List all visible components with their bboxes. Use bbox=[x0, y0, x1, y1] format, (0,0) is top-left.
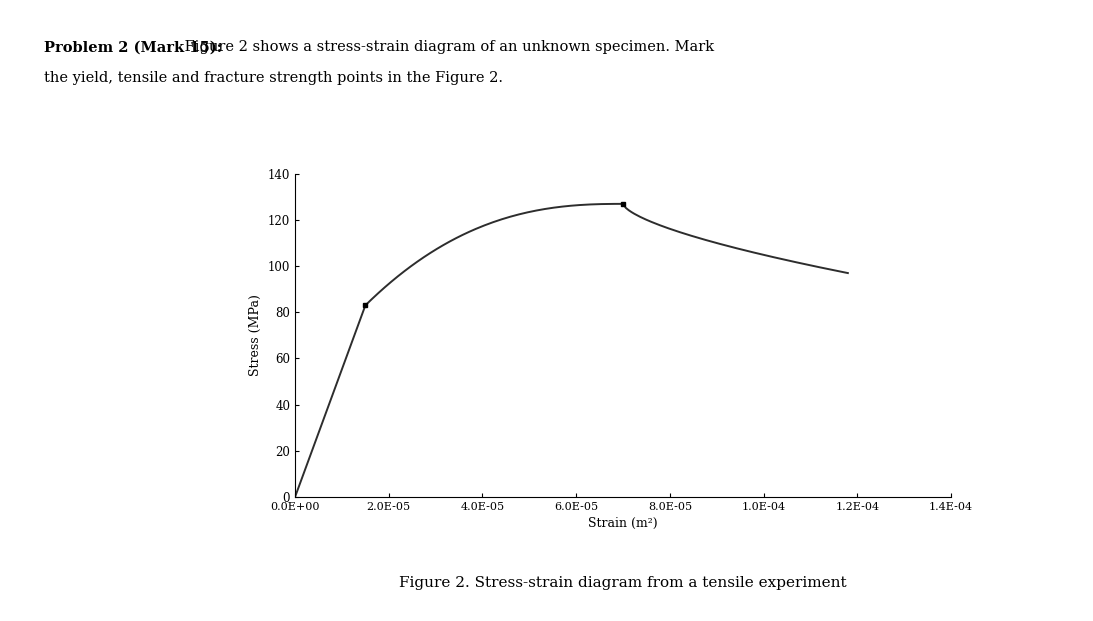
Text: Figure 2 shows a stress-strain diagram of an unknown specimen. Mark: Figure 2 shows a stress-strain diagram o… bbox=[180, 40, 715, 55]
X-axis label: Strain (m²): Strain (m²) bbox=[588, 517, 658, 530]
Text: the yield, tensile and fracture strength points in the Figure 2.: the yield, tensile and fracture strength… bbox=[44, 71, 503, 86]
Y-axis label: Stress (MPa): Stress (MPa) bbox=[249, 294, 262, 376]
Text: Problem 2 (Mark 15):: Problem 2 (Mark 15): bbox=[44, 40, 222, 55]
Text: Figure 2. Stress-strain diagram from a tensile experiment: Figure 2. Stress-strain diagram from a t… bbox=[399, 576, 847, 590]
